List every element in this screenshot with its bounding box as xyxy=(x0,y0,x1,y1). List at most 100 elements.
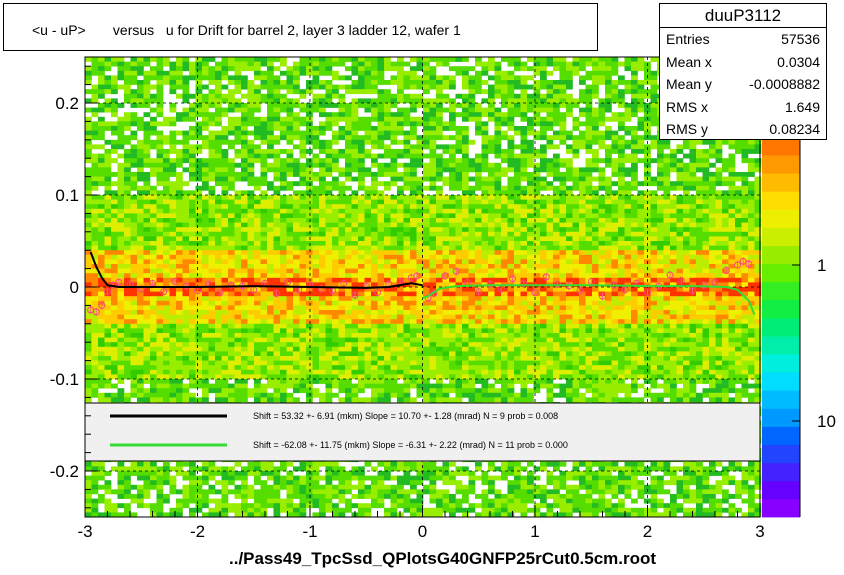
heatmap-cell xyxy=(150,250,157,256)
heatmap-cell xyxy=(592,287,599,292)
heatmap-cell xyxy=(449,185,456,191)
heatmap-cell xyxy=(481,277,489,283)
heatmap-cell xyxy=(241,176,248,182)
heatmap-cell xyxy=(410,144,417,150)
heatmap-cell xyxy=(611,291,619,297)
heatmap-cell xyxy=(273,259,281,265)
heatmap-cell xyxy=(611,116,619,122)
heatmap-cell xyxy=(111,149,118,154)
heatmap-cell xyxy=(338,213,346,219)
heatmap-cell xyxy=(338,107,346,113)
heatmap-cell xyxy=(527,126,534,131)
heatmap-cell xyxy=(384,236,391,242)
heatmap-cell xyxy=(663,222,671,228)
heatmap-cell xyxy=(410,98,417,104)
heatmap-cell xyxy=(384,66,391,72)
heatmap-cell xyxy=(364,107,372,113)
heatmap-cell xyxy=(527,139,534,145)
heatmap-cell xyxy=(215,282,222,288)
heatmap-cell xyxy=(371,130,378,136)
heatmap-cell xyxy=(663,259,671,265)
heatmap-cell xyxy=(299,199,307,205)
heatmap-cell xyxy=(397,222,404,228)
heatmap-cell xyxy=(215,61,222,67)
heatmap-cell xyxy=(254,213,261,219)
heatmap-cell xyxy=(312,84,320,90)
heatmap-cell xyxy=(657,181,664,187)
heatmap-cell xyxy=(156,222,164,228)
heatmap-cell xyxy=(156,273,164,279)
heatmap-cell xyxy=(715,241,723,246)
heatmap-cell xyxy=(585,264,593,269)
heatmap-cell xyxy=(715,264,723,269)
heatmap-cell xyxy=(273,139,281,145)
heatmap-cell xyxy=(488,222,495,228)
heatmap-cell xyxy=(416,268,424,274)
heatmap-cell xyxy=(442,296,450,302)
heatmap-cell xyxy=(403,75,411,81)
heatmap-cell xyxy=(163,259,170,265)
heatmap-cell xyxy=(267,167,274,173)
heatmap-cell xyxy=(585,195,593,200)
heatmap-cell xyxy=(715,199,723,205)
heatmap-cell xyxy=(540,75,547,81)
heatmap-cell xyxy=(319,208,326,214)
heatmap-cell xyxy=(416,204,424,210)
heatmap-cell xyxy=(618,245,625,251)
heatmap-cell xyxy=(514,199,521,205)
heatmap-cell xyxy=(338,245,346,251)
heatmap-cell xyxy=(637,139,645,145)
heatmap-cell xyxy=(728,264,736,269)
heatmap-cell xyxy=(631,245,638,251)
heatmap-cell xyxy=(397,241,404,246)
heatmap-cell xyxy=(585,259,593,265)
heatmap-cell xyxy=(715,291,723,297)
heatmap-cell xyxy=(241,231,248,237)
heatmap-cell xyxy=(429,268,437,274)
heatmap-cell xyxy=(137,222,144,228)
heatmap-cell xyxy=(293,162,300,168)
heatmap-cell xyxy=(241,195,248,200)
heatmap-cell xyxy=(553,121,560,127)
heatmap-cell xyxy=(312,264,320,269)
heatmap-cell xyxy=(637,291,645,297)
heatmap-cell xyxy=(728,241,736,246)
heatmap-cell xyxy=(85,245,92,251)
heatmap-cell xyxy=(657,282,664,288)
heatmap-cell xyxy=(228,305,235,311)
heatmap-cell xyxy=(748,218,755,223)
heatmap-cell xyxy=(481,89,489,95)
heatmap-cell xyxy=(169,213,177,219)
heatmap-cell xyxy=(533,181,541,187)
heatmap-cell xyxy=(338,112,346,118)
heatmap-cell xyxy=(364,236,372,242)
heatmap-cell xyxy=(273,80,281,85)
heatmap-cell xyxy=(663,158,671,164)
heatmap-cell xyxy=(618,254,625,260)
heatmap-cell xyxy=(397,153,404,159)
heatmap-cell xyxy=(494,190,502,196)
heatmap-cell xyxy=(611,227,619,233)
heatmap-cell xyxy=(449,181,456,187)
heatmap-cell xyxy=(150,121,157,127)
heatmap-cell xyxy=(423,89,430,95)
heatmap-cell xyxy=(540,195,547,200)
heatmap-cell xyxy=(501,112,508,118)
heatmap-cell xyxy=(514,93,521,99)
heatmap-cell xyxy=(754,259,762,265)
heatmap-cell xyxy=(514,84,521,90)
heatmap-cell xyxy=(377,89,385,95)
heatmap-cell xyxy=(169,75,177,81)
heatmap-cell xyxy=(208,75,216,81)
heatmap-cell xyxy=(559,218,567,223)
heatmap-cell xyxy=(715,268,723,274)
heatmap-cell xyxy=(566,144,573,150)
heatmap-cell xyxy=(598,296,606,302)
heatmap-cell xyxy=(312,190,320,196)
heatmap-cell xyxy=(611,199,619,205)
heatmap-cell xyxy=(182,305,190,311)
heatmap-cell xyxy=(267,300,274,306)
heatmap-cell xyxy=(507,98,515,104)
heatmap-cell xyxy=(293,98,300,104)
heatmap-cell xyxy=(156,176,164,182)
